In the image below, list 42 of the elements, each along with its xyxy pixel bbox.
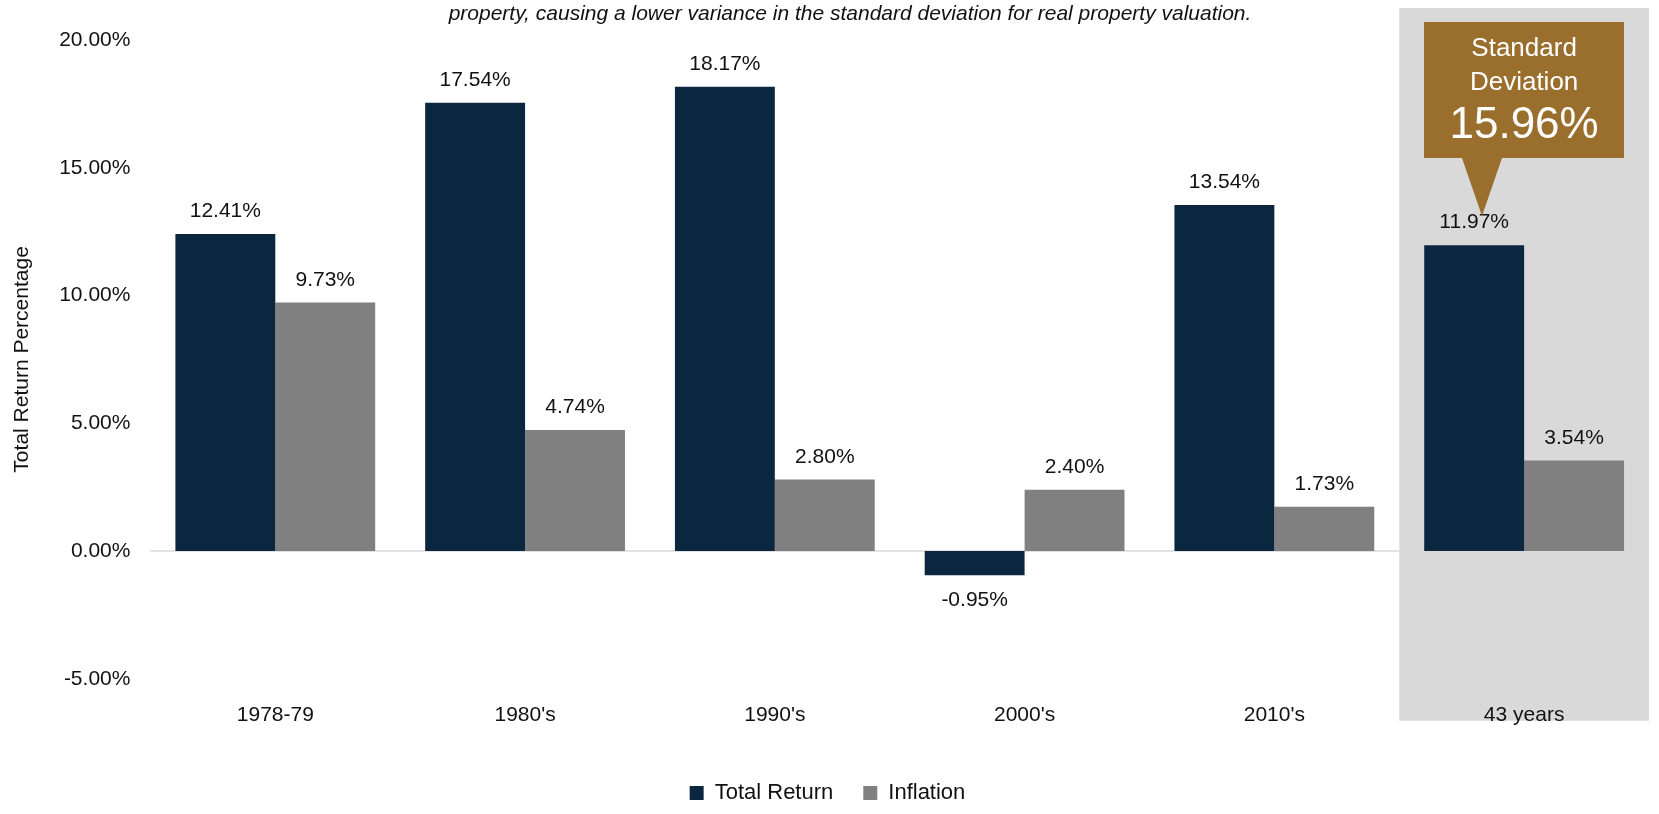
data-label: 4.74%	[545, 394, 605, 418]
bar	[175, 233, 276, 552]
legend-label: Total Return	[714, 779, 834, 805]
bar	[525, 429, 625, 552]
x-tick-label: 2000's	[993, 702, 1056, 726]
data-label: 13.54%	[1188, 169, 1261, 193]
y-tick-label: 10.00%	[59, 282, 131, 306]
data-label: 17.54%	[439, 67, 511, 91]
bar	[1274, 506, 1375, 552]
chart-subtitle: property, causing a lower variance in the standard deviation for real property valuation.	[447, 1, 1252, 25]
x-tick-label: 43 years	[1483, 702, 1565, 726]
bar	[1524, 460, 1625, 552]
bar	[425, 102, 526, 552]
legend-label: Inflation	[888, 779, 966, 805]
y-tick-label: 15.00%	[59, 154, 131, 178]
y-axis-title: Total Return Percentage	[9, 246, 33, 473]
x-tick-label: 1978-79	[236, 702, 314, 726]
data-label: 3.54%	[1544, 424, 1604, 448]
x-tick-label: 2010's	[1243, 702, 1305, 726]
annotation: Standard Deviation 15.96%	[1448, 31, 1600, 148]
data-label: 2.80%	[795, 443, 855, 467]
data-label: 1.73%	[1294, 471, 1355, 495]
y-tick-label: 5.00%	[70, 410, 131, 434]
data-label: 12.41%	[189, 198, 261, 222]
data-label: 2.40%	[1044, 454, 1105, 478]
bar	[275, 302, 376, 552]
x-tick-label: 1980's	[494, 702, 556, 726]
bar	[774, 479, 875, 552]
bar	[1424, 245, 1525, 552]
data-label: 9.73%	[295, 266, 356, 290]
callout-box: Standard Deviation 15.96%	[1424, 22, 1625, 158]
data-label: 11.97%	[1439, 209, 1509, 233]
bar	[1174, 205, 1275, 552]
bar	[674, 86, 775, 552]
x-tick-label: 1990's	[744, 702, 806, 726]
y-tick-label: -5.00%	[63, 665, 131, 689]
bar	[1024, 489, 1125, 552]
y-tick-label: 20.00%	[59, 26, 131, 50]
bar	[924, 551, 1025, 576]
y-tick-label: 0.00%	[70, 537, 131, 561]
data-label: -0.95%	[941, 586, 1008, 610]
data-label: 18.17%	[689, 51, 761, 75]
